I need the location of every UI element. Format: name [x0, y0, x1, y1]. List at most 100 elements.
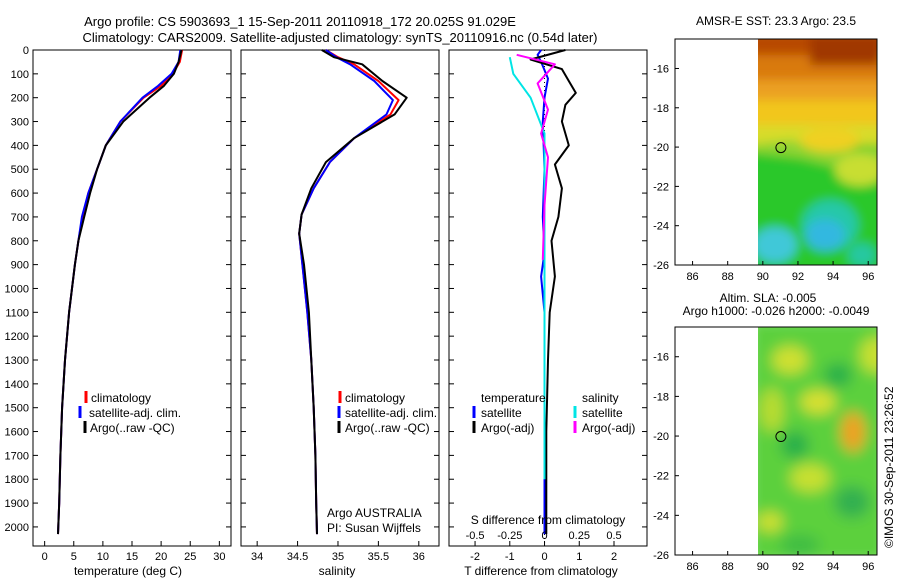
temperature-lines: [57, 49, 184, 535]
depth-tick-label: 1300: [5, 355, 29, 367]
x-tick-label: 25: [184, 551, 196, 563]
map-x-tick-label: 86: [686, 271, 698, 283]
depth-tick-label: 0: [23, 45, 29, 57]
map-y-tick-label: -20: [653, 431, 669, 443]
argo-position-marker: [775, 431, 787, 443]
depth-tick-label: 200: [11, 93, 29, 105]
depth-tick-label: 600: [11, 188, 29, 200]
x-tick-label: 35: [332, 551, 344, 563]
salinity-xlabel: salinity: [319, 564, 356, 578]
sla-map-subtitle: Argo h1000: -0.026 h2000: -0.0049: [683, 304, 870, 318]
s-tick-label: -0.25: [497, 530, 522, 542]
map-x-tick-label: 96: [862, 561, 874, 573]
imos-timestamp: ©IMOS 30-Sep-2011 23:26:52: [882, 386, 896, 548]
temperature-axis-ticks: 0 5 10 15 20 25 30: [33, 49, 231, 563]
depth-tick-label: 300: [11, 117, 29, 129]
series-line-climatology: [298, 49, 400, 535]
x-tick-label: 20: [155, 551, 167, 563]
x-tick-label: 5: [71, 551, 77, 563]
map-y-tick-label: -16: [653, 352, 669, 364]
map-x-tick-label: 96: [862, 271, 874, 283]
s-difference-ticks: -0.5 -0.25 0 0.25 0.5: [466, 530, 622, 542]
depth-tick-label: 500: [11, 164, 29, 176]
depth-tick-label: 1000: [5, 283, 29, 295]
series-line-temperature-argo-adj-: [529, 49, 577, 535]
map-x-tick-label: 90: [757, 271, 769, 283]
s-tick-label: 0: [541, 530, 547, 542]
depth-tick-label: 1500: [5, 403, 29, 415]
sst-map-field: [758, 39, 877, 265]
map-y-tick-label: -22: [653, 181, 669, 193]
x-tick-label: -2: [470, 551, 480, 563]
float-info-line1: Argo AUSTRALIA: [327, 506, 422, 520]
x-tick-label: 34.5: [287, 551, 308, 563]
float-info-line2: PI: Susan Wijffels: [327, 521, 421, 535]
salinity-legend: climatology satellite-adj. clim. Argo(..…: [337, 391, 437, 435]
sst-map-ticks: 86 88 90 92 94 96 -26 -24 -22 -20 -18 -16: [653, 63, 874, 283]
s-difference-label: S difference from climatology: [471, 513, 626, 527]
map-y-tick-label: -26: [653, 260, 669, 272]
x-tick-label: 36: [413, 551, 425, 563]
salinity-axis-ticks: 34 34.5 35 35.5 36: [241, 49, 439, 563]
series-line-salinity-argo-adj-: [516, 53, 556, 260]
legend-sal-satellite-label: satellite: [582, 406, 623, 420]
depth-tick-label: 1900: [5, 498, 29, 510]
x-tick-label: 34: [251, 551, 263, 563]
legend-satellite-label: satellite-adj. clim.: [345, 406, 437, 420]
s-tick-label: 0.25: [569, 530, 590, 542]
series-line-argo-raw-qc-: [57, 49, 183, 535]
depth-tick-label: 700: [11, 212, 29, 224]
header-title: Argo profile: CS 5903693_1 15-Sep-2011 2…: [84, 14, 516, 29]
depth-tick-label: 1600: [5, 427, 29, 439]
map-y-tick-label: -16: [653, 63, 669, 75]
depth-tick-label: 100: [11, 69, 29, 81]
depth-tick-label: 900: [11, 260, 29, 272]
x-tick-label: -1: [505, 551, 515, 563]
map-y-tick-label: -22: [653, 471, 669, 483]
x-tick-label: 2: [611, 551, 617, 563]
map-y-tick-label: -24: [653, 221, 669, 233]
series-line-salinity-satellite: [508, 56, 546, 480]
map-x-tick-label: 88: [722, 271, 734, 283]
legend-climatology-label: climatology: [91, 391, 151, 405]
x-tick-label: 15: [126, 551, 138, 563]
sla-map-title: Altim. SLA: -0.005: [720, 291, 817, 305]
series-line-satellite-adj-clim-: [57, 49, 182, 535]
map-x-tick-label: 92: [792, 271, 804, 283]
difference-xlabel: T difference from climatology: [464, 564, 618, 578]
legend-argo-label: Argo(..raw -QC): [345, 421, 430, 435]
salinity-axes: [240, 49, 440, 547]
x-tick-label: 30: [213, 551, 225, 563]
map-y-tick-label: -20: [653, 142, 669, 154]
depth-tick-label: 2000: [5, 522, 29, 534]
map-x-tick-label: 88: [722, 561, 734, 573]
temperature-legend: climatology satellite-adj. clim. Argo(..…: [78, 391, 181, 435]
depth-tick-label: 1400: [5, 379, 29, 391]
argo-position-marker: [775, 142, 787, 154]
sla-map-frame: [674, 326, 878, 556]
x-tick-label: 35.5: [368, 551, 389, 563]
legend-argo-label: Argo(..raw -QC): [90, 421, 175, 435]
map-x-tick-label: 94: [827, 561, 839, 573]
s-tick-label: 0.5: [606, 530, 621, 542]
x-tick-label: 0: [42, 551, 48, 563]
header-subtitle: Climatology: CARS2009. Satellite-adjuste…: [83, 30, 598, 45]
depth-axis-ticks: 0 100 200 300 400 500 600 700 800 900 1000 1100 1200…: [5, 45, 29, 534]
sst-map-title: AMSR-E SST: 23.3 Argo: 23.5: [696, 14, 856, 28]
series-line-argo-raw-qc-: [298, 49, 408, 535]
x-tick-label: 0: [541, 551, 547, 563]
legend-temperature-title: temperature: [481, 391, 546, 405]
x-tick-label: 1: [576, 551, 582, 563]
map-y-tick-label: -18: [653, 103, 669, 115]
difference-axes: [448, 49, 648, 547]
difference-axis-ticks: -2 -1 0 1 2: [449, 49, 647, 563]
sla-map-field: [758, 327, 877, 555]
depth-tick-label: 1700: [5, 450, 29, 462]
legend-sal-argo-label: Argo(-adj): [582, 421, 635, 435]
depth-tick-label: 1200: [5, 331, 29, 343]
map-x-tick-label: 90: [757, 561, 769, 573]
salinity-lines: [298, 49, 408, 535]
difference-lines: [508, 49, 577, 546]
legend-satellite-label: satellite-adj. clim.: [89, 406, 181, 420]
